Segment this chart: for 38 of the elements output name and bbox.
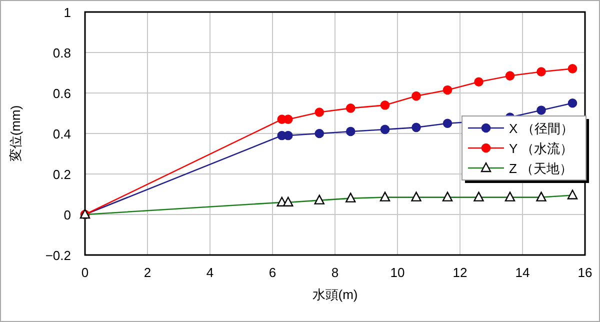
- point: [568, 64, 578, 74]
- x-tick-label: 2: [144, 265, 152, 280]
- point: [412, 91, 421, 101]
- x-tick-label: 6: [268, 265, 276, 280]
- legend-label: X （径間）: [509, 121, 574, 136]
- point: [568, 98, 578, 108]
- y-tick-label: 1: [64, 5, 71, 20]
- point: [505, 71, 515, 80]
- x-axis-title: 水頭(m): [312, 287, 358, 302]
- x-tick-label: 16: [578, 265, 592, 280]
- point: [536, 106, 546, 115]
- point: [536, 67, 546, 76]
- y-axis-title: 変位(mm): [8, 105, 23, 162]
- point: [412, 122, 421, 132]
- point: [380, 124, 390, 134]
- point: [346, 104, 356, 113]
- x-tick-label: 0: [81, 265, 89, 280]
- point: [380, 100, 390, 110]
- y-tick-label: 0.8: [52, 46, 71, 60]
- y-tick-label: 0.6: [52, 86, 71, 101]
- point: [314, 108, 324, 117]
- point: [442, 118, 452, 128]
- legend-label: Z （天地）: [509, 161, 573, 176]
- x-tick-label: 8: [331, 265, 339, 280]
- y-tick-label: −0.2: [45, 248, 71, 263]
- point: [442, 85, 452, 95]
- point: [346, 126, 356, 136]
- x-tick-label: 4: [206, 265, 214, 280]
- y-tick-label: 0: [64, 208, 71, 222]
- x-tick-label: 12: [452, 265, 468, 280]
- point: [474, 77, 484, 87]
- y-tick-label: 0.2: [52, 167, 71, 182]
- x-tick-label: 14: [515, 265, 530, 280]
- point: [283, 114, 293, 124]
- point: [314, 128, 324, 138]
- x-tick-label: 10: [390, 265, 405, 280]
- y-tick-label: 0.4: [52, 126, 71, 142]
- legend-label: Y （水流）: [509, 141, 574, 156]
